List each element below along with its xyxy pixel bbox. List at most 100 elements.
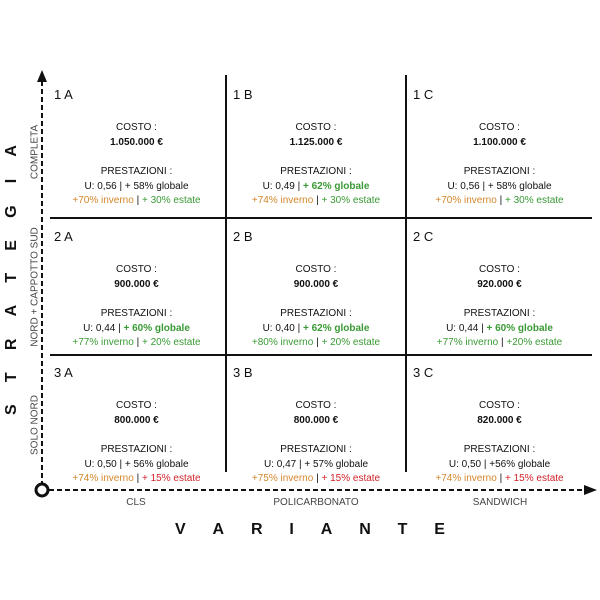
performance-value: + 58% globale [487,181,552,192]
matrix-cell: 2 A COSTO : 900.000 € PRESTAZIONI : U: 0,44 … [48,217,225,357]
performance-value: + 15% estate [141,473,201,484]
seasonal-performance: +74% inverno | + 15% estate [48,473,225,485]
cost-value: 900.000 € [293,279,339,290]
x-label-policarbonato: POLICARBONATO [273,497,359,508]
title-letter: A [320,521,333,538]
title-letter: R [3,338,20,351]
matrix-cell: 2 C COSTO : 920.000 € PRESTAZIONI : U: 0,44 … [407,217,592,357]
seasonal-performance: +70% inverno | + 30% estate [48,195,225,207]
u-value-global-performance: U: 0,40 | + 62% globale [227,323,405,335]
y-label-solo-nord: SOLO NORD [29,394,41,456]
performance-value: +20% estate [506,337,563,348]
performance-value: + 56% globale [124,459,189,470]
y-axis-title: S T R A T E G I A [3,145,21,415]
performance-value: + 57% globale [304,459,369,470]
performance-value: U: 0,44 | [446,323,487,334]
performance-value: +70% inverno [435,195,497,206]
performance-value: + 62% globale [302,181,370,192]
title-letter: G [3,205,20,218]
seasonal-performance: +75% inverno | + 15% estate [227,473,405,485]
performance-value: + 58% globale [124,181,189,192]
u-value-global-performance: U: 0,56 | + 58% globale [48,181,225,193]
performance-value: +77% inverno [72,337,134,348]
x-axis-arrow-icon [584,485,597,495]
u-value-global-performance: U: 0,44 | + 60% globale [48,323,225,335]
performance-value: + 30% estate [141,195,201,206]
performance-value: + 30% estate [504,195,564,206]
y-axis-arrow-icon [37,70,47,82]
title-letter: T [397,521,408,538]
cost-label: COSTO : [479,122,520,133]
performance-value: | [133,195,142,206]
seasonal-performance: +74% inverno | + 15% estate [407,473,592,485]
performance-value: U: 0,49 | [262,181,303,192]
performance-value: +56% globale [489,459,551,470]
performance-value: | [496,195,505,206]
performance-value: | [496,473,505,484]
performance-value: U: 0,50 | [84,459,125,470]
performance-value: + 15% estate [321,473,381,484]
matrix-cell: 3 C COSTO : 820.000 € PRESTAZIONI : U: 0,50 … [407,353,592,493]
cost-label: COSTO : [479,400,520,411]
matrix-cell: 1 C COSTO : 1.100.000 € PRESTAZIONI : U: 0,5… [407,75,592,215]
title-letter: V [175,521,186,538]
u-value-global-performance: U: 0,50 | +56% globale [407,459,592,471]
performance-label: PRESTAZIONI : [463,166,536,177]
performance-label: PRESTAZIONI : [100,444,173,455]
title-letter: A [3,304,20,317]
performance-value: +74% inverno [72,473,134,484]
u-value-global-performance: U: 0,47 | + 57% globale [227,459,405,471]
performance-label: PRESTAZIONI : [100,308,173,319]
cell-id: 1 A [54,87,73,102]
performance-value: + 30% estate [321,195,381,206]
cost-label: COSTO : [295,122,337,133]
performance-value: + 20% estate [141,337,201,348]
performance-label: PRESTAZIONI : [100,166,173,177]
performance-value: + 60% globale [123,323,190,334]
grid-line-horizontal [50,354,592,356]
performance-label: PRESTAZIONI : [280,308,352,319]
matrix-cell: 3 A COSTO : 800.000 € PRESTAZIONI : U: 0,50 … [48,353,225,493]
cost-label: COSTO : [116,122,157,133]
cost-value: 1.125.000 € [289,137,343,148]
performance-label: PRESTAZIONI : [280,166,352,177]
cost-value: 820.000 € [477,415,522,426]
performance-value: | [313,337,322,348]
cost-value: 1.100.000 € [473,137,526,148]
performance-value: | [133,337,142,348]
performance-label: PRESTAZIONI : [280,444,352,455]
y-label-completa: COMPLETA [29,124,41,180]
cost-value: 800.000 € [114,415,159,426]
title-letter: A [212,521,225,538]
u-value-global-performance: U: 0,49 | + 62% globale [227,181,405,193]
title-letter: I [3,178,20,184]
title-letter: T [3,272,20,283]
grid-line-vertical [225,75,227,472]
performance-value: +75% inverno [251,473,314,484]
performance-value: +77% inverno [436,337,499,348]
cost-label: COSTO : [116,400,157,411]
performance-value: U: 0,47 | [263,459,305,470]
title-letter: E [3,240,20,251]
cell-id: 3 C [413,365,434,380]
cell-id: 3 B [233,365,253,380]
matrix-cell: 1 A COSTO : 1.050.000 € PRESTAZIONI : U: 0,5… [48,75,225,215]
x-label-cls: CLS [126,497,146,508]
x-label-sandwich: SANDWICH [472,497,528,508]
performance-value: U: 0,40 | [262,323,303,334]
cost-label: COSTO : [479,264,520,275]
performance-value: + 62% globale [302,323,370,334]
cell-id: 1 C [413,87,434,102]
title-letter: A [3,145,20,157]
performance-label: PRESTAZIONI : [463,444,536,455]
u-value-global-performance: U: 0,50 | + 56% globale [48,459,225,471]
matrix-cell: 1 B COSTO : 1.125.000 € PRESTAZIONI : U: 0,4… [227,75,405,215]
title-letter: R [250,521,263,538]
matrix-cell: 3 B COSTO : 800.000 € PRESTAZIONI : U: 0,47 … [227,353,405,493]
cell-id: 2 C [413,229,434,244]
seasonal-performance: +77% inverno | + 20% estate [48,337,225,349]
performance-value: | [313,473,322,484]
seasonal-performance: +74% inverno | + 30% estate [227,195,405,207]
